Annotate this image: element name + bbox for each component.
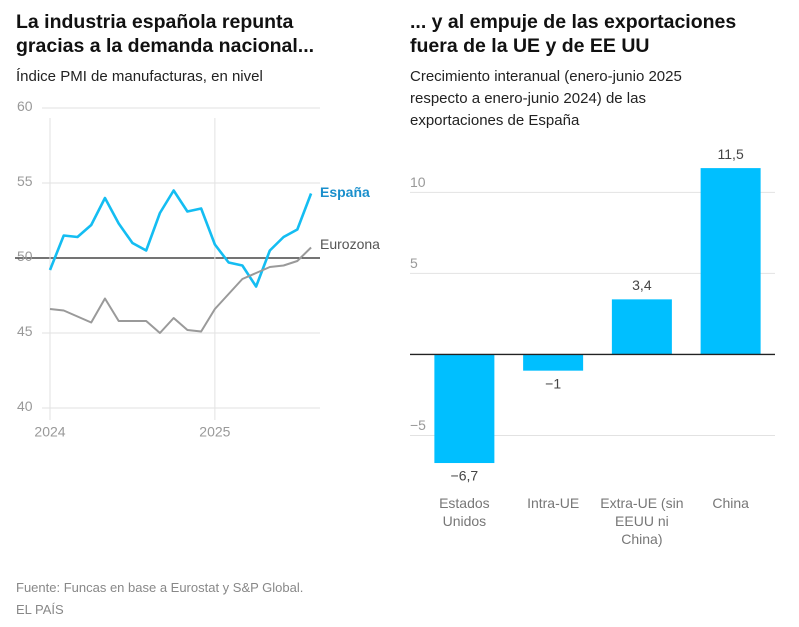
bar <box>434 354 495 464</box>
bar <box>523 354 584 371</box>
line-series <box>49 246 312 334</box>
left-subtitle: Índice PMI de manufacturas, en nivel <box>16 68 263 85</box>
value-label: 11,5 <box>718 146 744 162</box>
publisher: EL PAÍS <box>16 602 64 617</box>
y-tick-label: 10 <box>410 174 426 190</box>
right-subtitle: Crecimiento interanual (enero-junio 2025… <box>410 68 682 129</box>
x-tick-label: China <box>712 495 749 511</box>
x-tick-label: Intra-UE <box>527 495 580 511</box>
value-label: −6,7 <box>451 468 479 484</box>
y-tick-label: 50 <box>17 248 33 264</box>
left-title: La industria española repunta gracias a … <box>16 11 315 57</box>
y-tick-label: 40 <box>17 398 33 414</box>
x-tick-label: 2024 <box>34 424 65 440</box>
bar <box>700 168 761 355</box>
line-series <box>48 189 313 288</box>
y-tick-label: 5 <box>410 255 418 271</box>
x-tick-label: Estados Unidos <box>439 495 490 529</box>
value-label: 3,4 <box>632 277 652 293</box>
bar <box>611 299 672 355</box>
y-tick-label: 60 <box>17 98 33 114</box>
x-tick-label: Extra-UE (sin EEUU ni China) <box>600 495 684 547</box>
y-tick-label: 55 <box>17 173 33 189</box>
value-label: −1 <box>545 375 561 391</box>
y-tick-label: 45 <box>17 323 33 339</box>
y-tick-label: −5 <box>410 417 426 433</box>
x-tick-label: 2025 <box>199 424 230 440</box>
right-title: ... y al empuje de las exportaciones fue… <box>410 11 737 57</box>
series-label: España <box>320 184 370 200</box>
source: Fuente: Funcas en base a Eurostat y S&P … <box>16 580 304 595</box>
series-label: Eurozona <box>320 236 380 252</box>
